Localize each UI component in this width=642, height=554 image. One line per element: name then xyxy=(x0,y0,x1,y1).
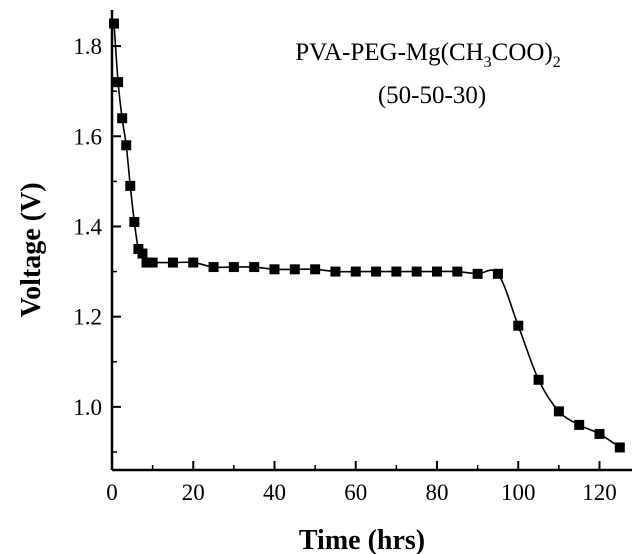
data-point xyxy=(141,257,152,268)
data-point xyxy=(125,180,136,191)
y-tick-label: 1.4 xyxy=(73,214,102,239)
data-point xyxy=(289,264,300,275)
series-markers xyxy=(109,18,625,453)
y-tick-label: 1.2 xyxy=(73,305,102,330)
data-point xyxy=(228,262,239,273)
y-tick-label: 1.0 xyxy=(73,395,102,420)
y-axis-title: Voltage (V) xyxy=(16,182,47,317)
data-point xyxy=(371,266,382,277)
data-point xyxy=(533,374,544,385)
y-tick-label: 1.6 xyxy=(73,124,102,149)
x-tick-label: 0 xyxy=(106,480,118,505)
data-point xyxy=(614,442,625,453)
data-point xyxy=(513,320,524,331)
annotation-line-2: (50-50-30) xyxy=(378,82,486,109)
data-point xyxy=(492,268,503,279)
data-point xyxy=(147,257,158,268)
annotation-subscript-1: 3 xyxy=(484,54,492,71)
annotation-line-1: PVA-PEG-Mg(CH3COO)2 xyxy=(295,39,561,71)
data-point xyxy=(117,113,128,124)
plot-frame xyxy=(110,10,632,472)
data-point xyxy=(411,266,422,277)
x-axis-ticks: 0 20 40 60 80 100 120 xyxy=(106,461,617,505)
data-point xyxy=(553,406,564,417)
data-point xyxy=(208,262,219,273)
annotation-subscript-2: 2 xyxy=(553,54,561,71)
data-point xyxy=(391,266,402,277)
y-axis-ticks: 1.0 1.2 1.4 1.6 1.8 xyxy=(73,34,121,453)
data-point xyxy=(574,419,585,430)
data-point xyxy=(594,428,605,439)
x-tick-label: 100 xyxy=(501,480,536,505)
x-tick-label: 20 xyxy=(182,480,205,505)
data-point xyxy=(188,257,199,268)
data-point xyxy=(167,257,178,268)
x-axis-title: Time (hrs) xyxy=(299,525,425,554)
x-tick-label: 120 xyxy=(582,480,617,505)
y-tick-label: 1.8 xyxy=(73,34,102,59)
data-point xyxy=(472,268,483,279)
data-point xyxy=(310,264,321,275)
x-tick-label: 60 xyxy=(344,480,367,505)
data-point xyxy=(113,77,124,88)
data-point xyxy=(109,18,120,29)
data-point xyxy=(249,262,260,273)
x-tick-label: 40 xyxy=(263,480,286,505)
data-point xyxy=(330,266,341,277)
data-point xyxy=(350,266,361,277)
data-point xyxy=(269,264,280,275)
x-tick-label: 80 xyxy=(426,480,449,505)
data-point xyxy=(129,216,140,227)
annotation-part-2: COO) xyxy=(492,39,553,66)
data-point xyxy=(121,140,132,151)
data-point xyxy=(137,248,148,259)
data-point xyxy=(452,266,463,277)
data-point xyxy=(432,266,442,277)
annotation-part-1: PVA-PEG-Mg(CH xyxy=(295,39,483,66)
series-line xyxy=(113,23,621,449)
